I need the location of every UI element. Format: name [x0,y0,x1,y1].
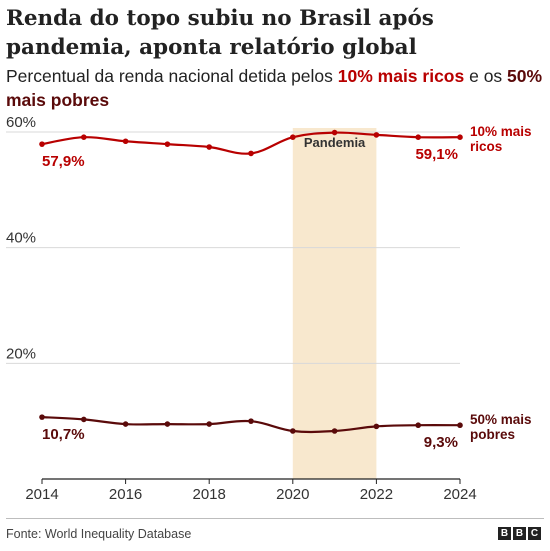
x-tick-label: 2020 [276,486,309,503]
data-point-poor [122,421,129,427]
chart-subtitle: Percentual da renda nacional detida pelo… [6,64,546,112]
data-label-poor: 9,3% [424,434,458,451]
series-name-rich: 10% mais [470,124,532,139]
series-name-poor: pobres [470,427,515,442]
series-name-rich: ricos [470,139,502,154]
data-label-rich: 59,1% [415,146,458,163]
data-point-rich [415,134,422,141]
data-point-poor [39,414,45,420]
data-point-rich [373,132,380,138]
chart-title: Renda do topo subiu no Brasil após pande… [6,6,434,60]
data-point-rich [81,134,87,141]
data-point-poor [290,428,296,434]
x-tick-label: 2018 [193,486,226,503]
series-line-rich [41,131,461,155]
pandemic-label: Pandemia [304,135,366,150]
data-point-poor [457,422,463,429]
series-name-poor: 50% mais [470,412,532,427]
data-point-rich [206,144,212,150]
data-point-rich [39,141,45,147]
footer-divider [6,518,544,519]
x-tick-label: 2016 [109,486,142,503]
data-point-poor [373,423,380,430]
y-tick-label: 60% [6,114,36,131]
data-point-rich [164,141,171,147]
data-point-rich [331,129,338,136]
data-label-poor: 10,7% [42,426,85,443]
data-point-poor [331,428,338,434]
subtitle-prefix: Percentual da renda nacional detida pelo… [6,66,338,86]
subtitle-middle: e os [464,66,508,86]
source-note: Fonte: World Inequality Database [6,527,192,541]
y-tick-label: 40% [6,230,36,247]
data-point-poor [164,421,171,427]
data-point-rich [122,138,129,145]
bbc-logo-letter: B [498,527,511,540]
pandemic-band [292,128,377,479]
bbc-logo-letter: B [513,527,526,540]
y-tick-label: 20% [6,345,36,362]
subtitle-poor-highlight: 50% mais pobres [6,66,543,110]
data-point-poor [415,422,422,429]
bbc-logo-letter: C [528,527,541,540]
data-point-poor [248,418,254,424]
data-point-rich [290,134,296,141]
data-point-rich [457,134,463,141]
data-point-poor [81,416,87,423]
data-label-rich: 57,9% [42,153,85,170]
x-tick-label: 2014 [25,486,58,503]
data-point-poor [206,421,212,427]
x-tick-label: 2022 [360,486,393,503]
subtitle-rich-highlight: 10% mais ricos [337,66,465,86]
x-tick-label: 2024 [443,486,476,503]
data-point-rich [248,150,254,157]
